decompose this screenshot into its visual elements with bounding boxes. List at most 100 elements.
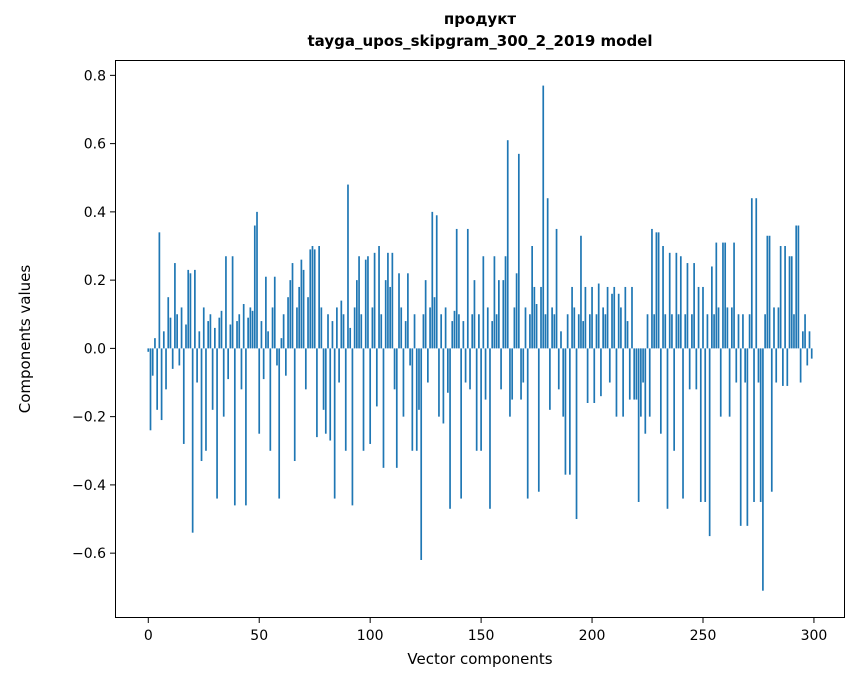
bar [316, 348, 318, 438]
y-tick-label: 0.4 [84, 205, 106, 221]
bar [309, 249, 312, 349]
bar [706, 314, 709, 349]
bar [236, 321, 238, 349]
bar [659, 348, 662, 434]
bar [289, 280, 292, 349]
bar [196, 348, 198, 383]
bar [300, 259, 303, 349]
bar [511, 348, 514, 400]
bar [214, 327, 216, 349]
bar [424, 280, 427, 349]
bar [233, 348, 236, 506]
bar [509, 348, 511, 417]
bar [597, 283, 600, 349]
bar [673, 348, 675, 451]
bar [628, 348, 631, 400]
bar [748, 314, 751, 349]
bar [176, 314, 178, 349]
bar [375, 348, 378, 407]
bar [435, 215, 438, 349]
bar [553, 314, 556, 349]
bar [584, 286, 587, 349]
bar [549, 348, 551, 410]
x-tick-label: 0 [144, 628, 153, 644]
bar [220, 310, 223, 349]
bar [327, 314, 329, 349]
bar [580, 235, 582, 349]
bar [520, 348, 522, 400]
bar [782, 348, 784, 386]
bar [648, 348, 651, 417]
bar [480, 348, 482, 451]
bar [351, 348, 354, 506]
bar [713, 314, 715, 349]
bar [216, 348, 218, 499]
bar [551, 307, 553, 349]
bar [615, 348, 618, 417]
bar [187, 269, 190, 349]
bar [238, 314, 241, 349]
bar [498, 280, 500, 349]
bar [154, 338, 156, 349]
bar [573, 307, 576, 349]
bar [438, 348, 440, 417]
y-tick-label: −0.2 [72, 410, 106, 426]
bar [391, 252, 394, 349]
bar [229, 324, 232, 349]
bar [668, 252, 671, 349]
bar [211, 348, 214, 410]
bar [240, 348, 243, 390]
bar [515, 273, 518, 349]
bar [333, 348, 336, 499]
bar [640, 348, 642, 417]
bar [451, 321, 454, 349]
bar [409, 348, 411, 366]
bar [635, 348, 638, 400]
bar [493, 256, 496, 349]
bar [704, 348, 707, 502]
bar [569, 348, 571, 475]
bar [577, 314, 580, 349]
bar [260, 321, 263, 349]
chart-title: продукт tayga_upos_skipgram_300_2_2019 m… [115, 8, 845, 52]
bar [273, 276, 276, 349]
bar [293, 348, 296, 462]
bar [427, 348, 429, 383]
bar [194, 269, 196, 349]
bar [338, 348, 340, 383]
bar [586, 348, 589, 403]
bar [478, 314, 480, 349]
bar [380, 314, 383, 349]
bar [302, 269, 305, 349]
bar [801, 331, 804, 349]
bar [407, 273, 409, 349]
bar [695, 348, 698, 390]
bar [296, 307, 298, 349]
bar [180, 307, 183, 349]
bar [591, 286, 593, 349]
bar [342, 314, 345, 349]
bar [728, 348, 731, 417]
bar [378, 246, 380, 349]
bar [389, 286, 391, 349]
bar [189, 273, 192, 349]
bar [267, 331, 269, 349]
bar [595, 314, 598, 349]
bar [790, 256, 793, 349]
bar [726, 307, 729, 349]
bar [779, 246, 782, 349]
bar [442, 348, 445, 424]
bar [227, 348, 230, 380]
bar [413, 314, 416, 349]
bar [651, 228, 653, 349]
bar [466, 228, 469, 349]
bar [453, 310, 456, 349]
bar [149, 348, 152, 431]
bar [147, 348, 150, 352]
bar [653, 314, 656, 349]
bar [737, 314, 740, 349]
bar [458, 314, 460, 349]
y-tick-label: 0.0 [84, 341, 106, 357]
bar [207, 321, 210, 349]
